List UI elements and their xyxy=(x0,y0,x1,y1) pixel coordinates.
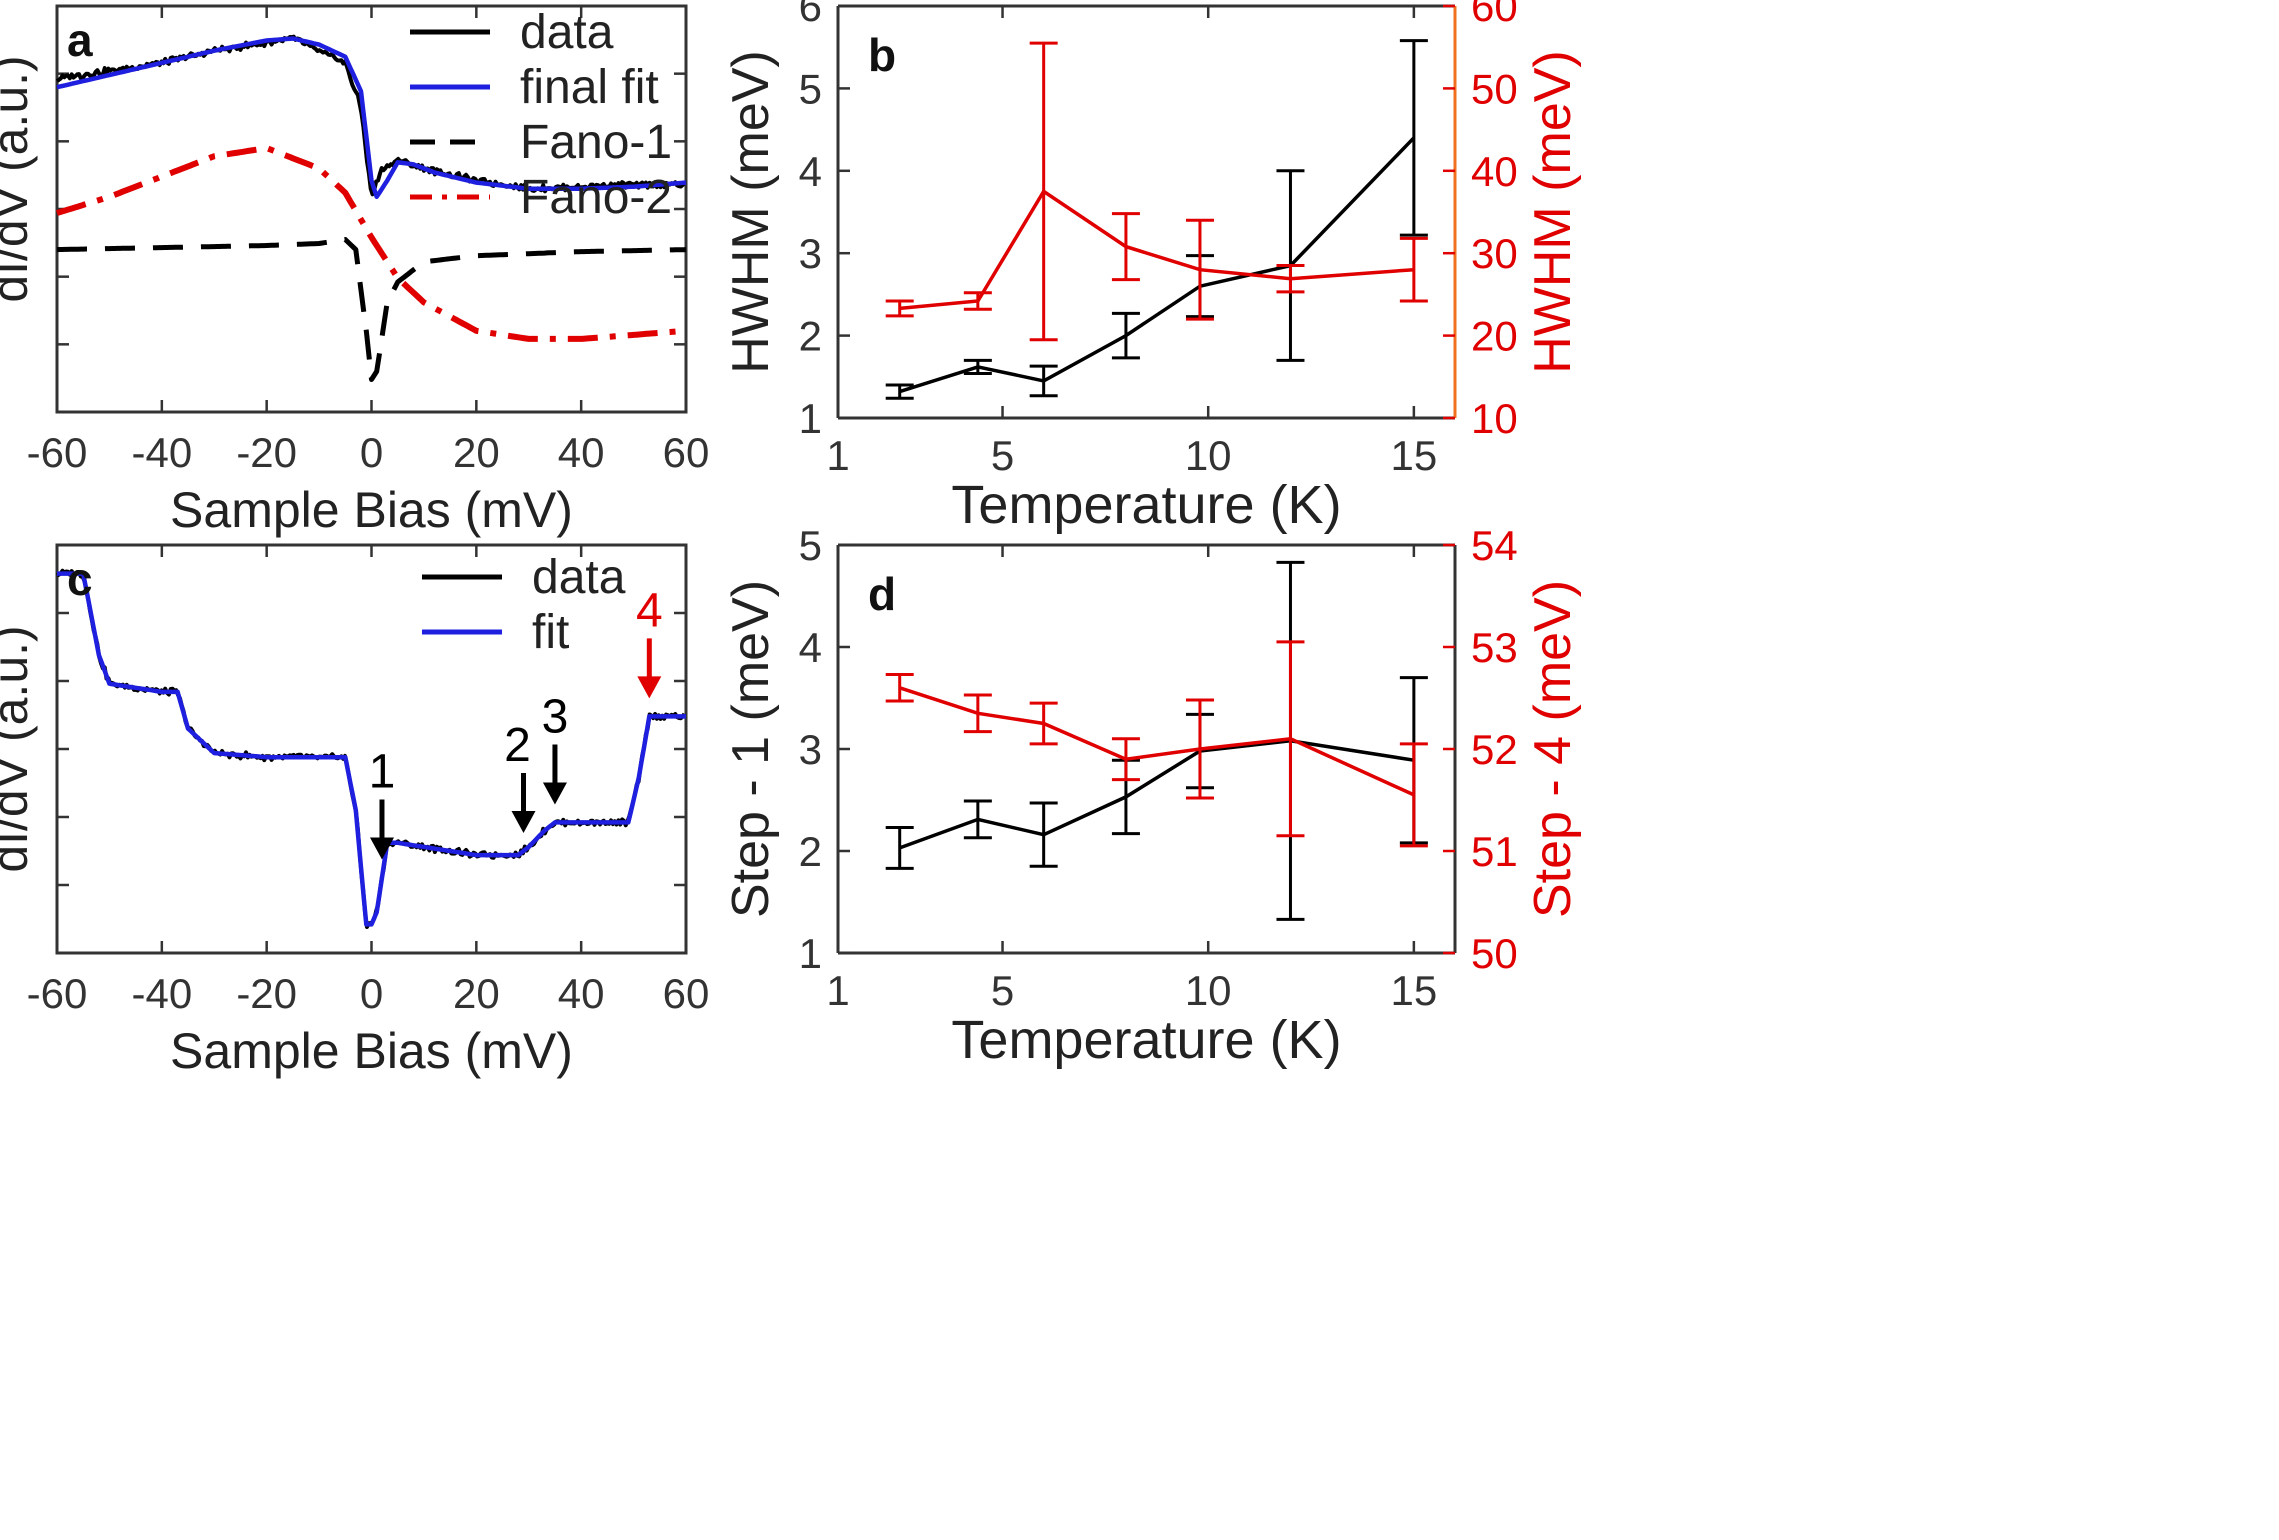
y-tick-label-right: 51 xyxy=(1471,828,1518,875)
y-axis-label: dI/dV (a.u.) xyxy=(0,55,38,302)
x-tick-label: -60 xyxy=(27,429,88,476)
y-tick-label: 3 xyxy=(799,726,822,773)
x-tick-label: 1 xyxy=(826,967,849,1014)
y-tick-label-right: 52 xyxy=(1471,726,1518,773)
x-tick-label: 20 xyxy=(453,970,500,1017)
y-axis-label: HWHM (meV) xyxy=(722,50,780,374)
y-tick-label: 2 xyxy=(799,313,822,360)
annotation-arrowhead xyxy=(369,837,394,860)
x-tick-label: 40 xyxy=(558,429,605,476)
y-tick-label: 1 xyxy=(799,930,822,977)
y-tick-label: 2 xyxy=(799,828,822,875)
x-tick-label: 1 xyxy=(826,432,849,479)
panel-letter: a xyxy=(67,14,93,66)
x-tick-label: -40 xyxy=(131,429,192,476)
series-fano-2 xyxy=(56,145,687,342)
y-tick-label-right: 30 xyxy=(1471,230,1518,277)
x-tick-label: 5 xyxy=(991,432,1014,479)
annotation-arrowhead xyxy=(511,811,536,833)
annotation-label-1: 1 xyxy=(369,746,396,799)
x-tick-label: 15 xyxy=(1391,432,1438,479)
x-tick-label: 60 xyxy=(663,970,710,1017)
x-tick-label: 10 xyxy=(1185,967,1232,1014)
series-line-1 xyxy=(899,188,1415,311)
x-axis-label: Sample Bias (mV) xyxy=(170,1023,573,1079)
series-fit xyxy=(57,571,686,927)
y-axis-label-right: Step - 4 (meV) xyxy=(1524,580,1582,918)
x-tick-label: -20 xyxy=(236,970,297,1017)
panel-letter: d xyxy=(868,568,896,620)
series-final-fit xyxy=(56,36,687,200)
y-tick-label-right: 40 xyxy=(1471,148,1518,195)
y-tick-label-right: 10 xyxy=(1471,395,1518,442)
annotation-arrowhead xyxy=(637,676,662,699)
y-axis-label-right: HWHM (meV) xyxy=(1524,50,1582,374)
y-tick-label-right: 54 xyxy=(1471,522,1518,569)
x-tick-label: -20 xyxy=(236,429,297,476)
legend-label: data xyxy=(520,6,614,59)
x-tick-label: -40 xyxy=(131,970,192,1017)
legend-label: data xyxy=(532,551,626,604)
y-tick-label: 6 xyxy=(799,0,822,30)
y-tick-label: 4 xyxy=(799,148,822,195)
x-tick-label: 40 xyxy=(558,970,605,1017)
y-axis-label: Step - 1 (meV) xyxy=(722,580,780,918)
y-tick-label-right: 50 xyxy=(1471,65,1518,112)
x-tick-label: 20 xyxy=(453,429,500,476)
x-tick-label: 0 xyxy=(360,970,383,1017)
legend-label: fit xyxy=(532,606,569,659)
annotation-label-4: 4 xyxy=(636,584,663,637)
x-tick-label: 10 xyxy=(1185,432,1232,479)
y-tick-label-right: 20 xyxy=(1471,313,1518,360)
panel-letter: b xyxy=(868,29,896,81)
x-tick-label: 5 xyxy=(991,967,1014,1014)
y-tick-label: 4 xyxy=(799,624,822,671)
x-tick-label: 0 xyxy=(360,429,383,476)
y-tick-label: 3 xyxy=(799,230,822,277)
x-tick-label: -60 xyxy=(27,970,88,1017)
annotation-label-2: 2 xyxy=(504,719,531,772)
y-tick-label-right: 60 xyxy=(1471,0,1518,30)
annotation-label-3: 3 xyxy=(542,690,569,743)
legend-label: final fit xyxy=(520,61,659,114)
y-axis-label: dI/dV (a.u.) xyxy=(0,625,38,872)
x-axis-label: Sample Bias (mV) xyxy=(170,482,573,538)
y-tick-label-right: 53 xyxy=(1471,624,1518,671)
annotation-arrowhead xyxy=(542,782,567,805)
legend-label: Fano-1 xyxy=(520,116,672,169)
y-tick-label: 1 xyxy=(799,395,822,442)
series-fano-1 xyxy=(56,237,687,382)
x-tick-label: 15 xyxy=(1391,967,1438,1014)
y-tick-label: 5 xyxy=(799,65,822,112)
legend-label: Fano-2 xyxy=(520,171,672,224)
series-line-0 xyxy=(899,136,1416,394)
y-tick-label-right: 50 xyxy=(1471,930,1518,977)
x-tick-label: 60 xyxy=(663,429,710,476)
x-axis-label: Temperature (K) xyxy=(951,475,1341,535)
x-axis-label: Temperature (K) xyxy=(951,1010,1341,1070)
panel-letter: c xyxy=(67,553,93,605)
y-tick-label: 5 xyxy=(799,522,822,569)
